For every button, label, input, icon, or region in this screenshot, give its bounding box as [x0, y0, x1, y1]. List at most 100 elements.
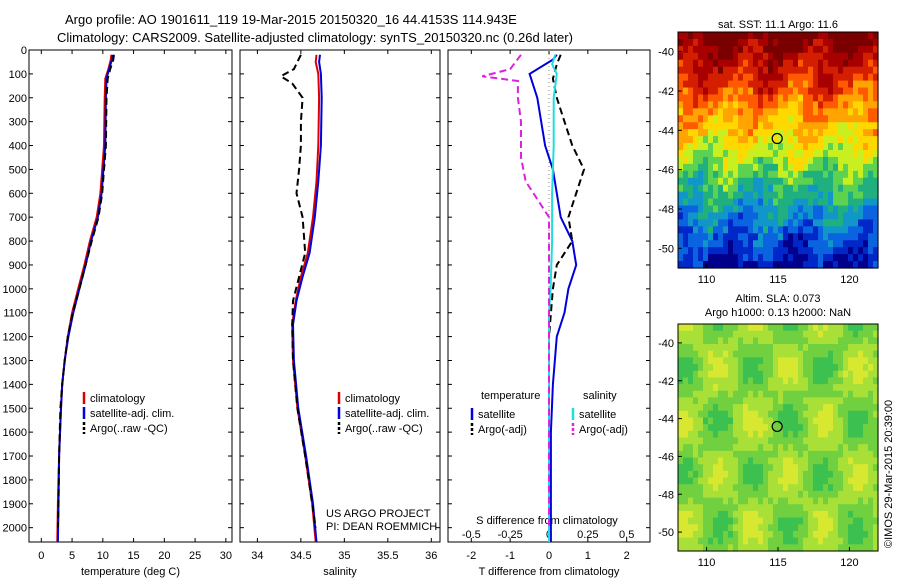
map-cell	[723, 484, 729, 492]
map-cell	[803, 129, 809, 137]
map-cell	[833, 170, 839, 179]
map-cell	[688, 517, 694, 525]
map-cell	[743, 357, 749, 365]
map-cell	[833, 233, 839, 241]
map-cell	[743, 377, 749, 385]
map-cell	[833, 205, 839, 214]
map-cell	[788, 101, 794, 109]
map-cell	[728, 430, 734, 439]
map-cell	[828, 87, 834, 96]
map-cell	[793, 484, 799, 492]
map-cell	[733, 261, 739, 269]
map-cell	[708, 94, 714, 103]
map-cell	[738, 464, 744, 472]
map-cell	[698, 80, 704, 89]
map-cell	[788, 444, 794, 452]
map-cell	[853, 504, 859, 512]
map-cell	[793, 430, 799, 439]
map-cell	[683, 32, 689, 40]
map-cell	[773, 444, 779, 452]
map-cell	[828, 205, 834, 214]
map-cell	[678, 450, 684, 459]
map-cell	[773, 73, 779, 82]
map-cell	[783, 66, 789, 75]
map-cell	[873, 170, 879, 179]
map-cell	[818, 45, 824, 54]
map-x-tick-label: 110	[698, 557, 716, 569]
map-cell	[803, 45, 809, 54]
map-cell	[723, 136, 729, 144]
map-cell	[828, 437, 834, 445]
map-cell	[698, 247, 704, 255]
map-cell	[703, 544, 709, 552]
map-cell	[778, 177, 784, 186]
map-cell	[813, 384, 819, 392]
legend-label: satellite	[478, 409, 515, 421]
map-cell	[858, 464, 864, 472]
map-cell	[838, 384, 844, 392]
map-cell	[783, 497, 789, 505]
map-cell	[728, 344, 734, 352]
map-cell	[683, 337, 689, 345]
map-cell	[723, 470, 729, 479]
map-cell	[798, 324, 804, 332]
map-cell	[818, 94, 824, 103]
map-cell	[743, 464, 749, 472]
map-cell	[748, 357, 754, 365]
map-cell	[823, 38, 829, 47]
map-cell	[848, 377, 854, 385]
map-cell	[833, 397, 839, 405]
map-cell	[678, 177, 684, 186]
map-cell	[773, 32, 779, 40]
map-cell	[788, 390, 794, 399]
map-cell	[678, 184, 684, 193]
map-cell	[758, 350, 764, 358]
map-cell	[783, 80, 789, 89]
map-cell	[733, 457, 739, 465]
map-cell	[798, 524, 804, 532]
map-cell	[843, 410, 849, 419]
map-cell	[713, 430, 719, 439]
map-cell	[763, 94, 769, 103]
map-cell	[683, 384, 689, 392]
map-cell	[788, 510, 794, 519]
map-cell	[688, 59, 694, 68]
map-cell	[778, 504, 784, 512]
map-cell	[868, 370, 874, 379]
map-cell	[728, 101, 734, 109]
map-cell	[773, 212, 779, 221]
map-cell	[798, 191, 804, 200]
map-cell	[833, 504, 839, 512]
map-cell	[718, 87, 724, 96]
map-cell	[778, 156, 784, 165]
map-cell	[873, 350, 879, 358]
map-cell	[758, 73, 764, 82]
map-cell	[873, 517, 879, 525]
map-cell	[843, 261, 849, 269]
map-cell	[873, 457, 879, 465]
map-cell	[748, 191, 754, 200]
map-cell	[768, 38, 774, 47]
map-cell	[798, 537, 804, 545]
map-cell	[753, 254, 759, 262]
map-cell	[753, 191, 759, 200]
map-cell	[728, 370, 734, 379]
map-cell	[763, 136, 769, 144]
map-cell	[853, 404, 859, 412]
map-cell	[843, 122, 849, 130]
map-cell	[863, 437, 869, 445]
map-cell	[793, 344, 799, 352]
map-cell	[793, 457, 799, 465]
map-cell	[843, 59, 849, 68]
map-cell	[708, 136, 714, 144]
map-cell	[843, 390, 849, 399]
map-cell	[868, 524, 874, 532]
map-cell	[723, 530, 729, 539]
map-cell	[843, 108, 849, 116]
header-line-2: Climatology: CARS2009. Satellite-adjuste…	[57, 30, 573, 45]
map-cell	[803, 524, 809, 532]
map-cell	[823, 156, 829, 165]
map-cell	[863, 370, 869, 379]
map-cell	[813, 233, 819, 241]
map-cell	[753, 490, 759, 499]
